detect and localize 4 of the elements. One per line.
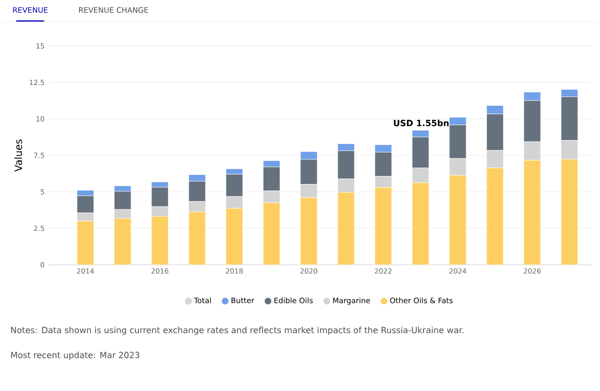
text: Notes: Data shown is using current exchange rates and reflects market impacts of the Russia-Ukraine war. [11, 326, 464, 336]
y-axis-title: Values [14, 140, 22, 172]
text: Most recent update: Mar 2023 [11, 352, 140, 360]
annotation: USD 1.55bn [394, 120, 449, 126]
